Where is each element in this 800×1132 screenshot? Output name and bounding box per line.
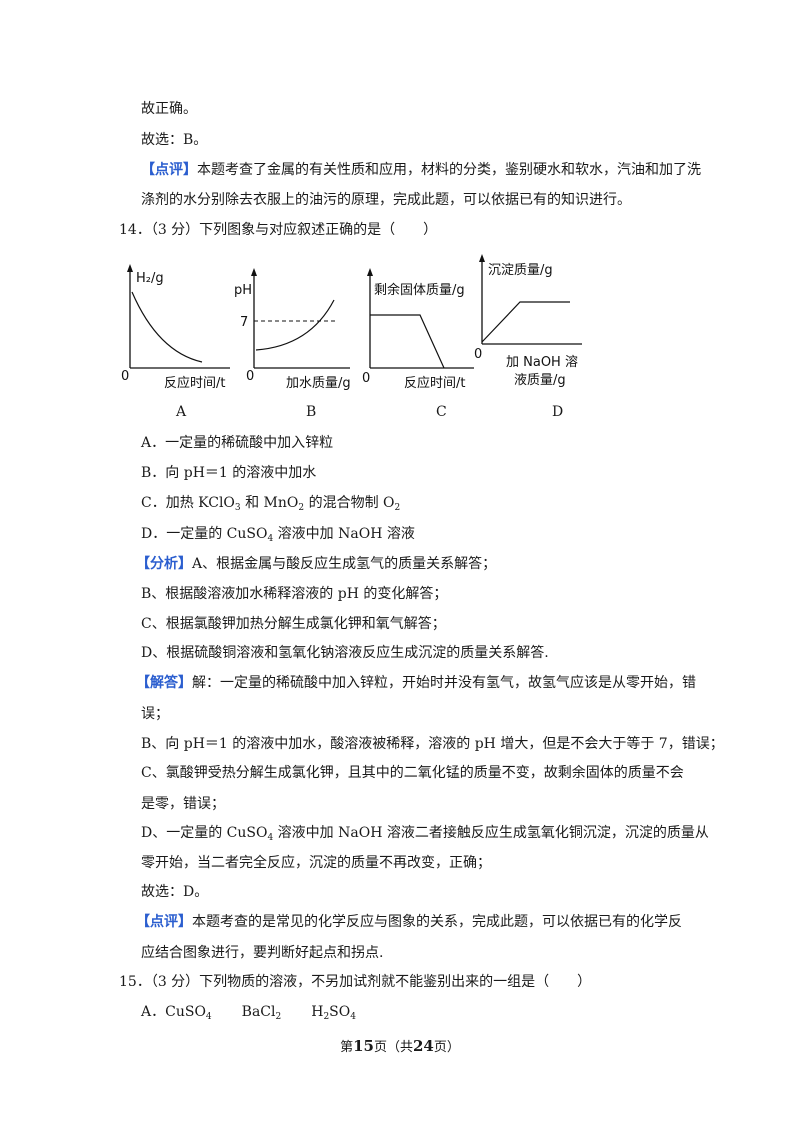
review-line: 【点评】本题考查了金属的有关性质和应用，材料的分类，鉴别硬水和软水，汽油和加了洗 bbox=[141, 160, 701, 180]
x-axis-label-line2: 液质量/g bbox=[514, 373, 566, 388]
y-axis-label: 剩余固体质量/g bbox=[374, 282, 465, 298]
x-axis-label-line1: 加 NaOH 溶 bbox=[506, 355, 578, 370]
graph-caption-c: C bbox=[436, 404, 447, 420]
graph-caption-a: A bbox=[176, 404, 187, 420]
x-axis-label: 加水质量/g bbox=[286, 376, 351, 391]
graph-b: pH 7 0 加水质量/g bbox=[234, 268, 351, 391]
question-stem: 15．（3 分）下列物质的溶液，不另加试剂就不能鉴别出来的一组是（ ） bbox=[119, 974, 592, 990]
y-axis-label: H₂/g bbox=[136, 271, 164, 286]
answer-line: 是零，错误； bbox=[141, 796, 225, 812]
option-a: A．CuSO4 BaCl2 H2SO4 bbox=[141, 1004, 356, 1022]
answer-line: D、一定量的 CuSO4 溶液中加 NaOH 溶液二者接触反应生成氢氧化铜沉淀，… bbox=[141, 825, 709, 843]
graph-a: H₂/g 0 反应时间/t bbox=[121, 264, 230, 391]
review-text: 本题考查了金属的有关性质和应用，材料的分类，鉴别硬水和软水，汽油和加了洗 bbox=[197, 162, 701, 178]
x-axis-label: 反应时间/t bbox=[404, 375, 465, 391]
origin-label: 0 bbox=[246, 369, 254, 384]
page-number: 15 bbox=[353, 1037, 374, 1055]
graph-caption-d: D bbox=[552, 404, 564, 420]
x-axis-label: 反应时间/t bbox=[164, 375, 225, 391]
review-line: 【点评】本题考查的是常见的化学反应与图象的关系，完成此题，可以依据已有的化学反 bbox=[136, 914, 682, 930]
option-b: B．向 pH＝1 的溶液中加水 bbox=[141, 465, 317, 481]
answer-line: 误； bbox=[141, 706, 169, 722]
option-a: A．一定量的稀硫酸中加入锌粒 bbox=[141, 435, 334, 451]
graph-d: 沉淀质量/g 0 加 NaOH 溶 液质量/g bbox=[474, 254, 582, 388]
curve-b bbox=[255, 299, 335, 351]
answer-line: 零开始，当二者完全反应，沉淀的质量不再改变，正确； bbox=[141, 855, 491, 871]
page-footer: 第15页（共24页） bbox=[340, 1037, 460, 1055]
option-d: D．一定量的 CuSO4 溶液中加 NaOH 溶液 bbox=[141, 526, 415, 544]
review-tag: 【点评】 bbox=[136, 914, 192, 930]
curve-d bbox=[481, 301, 570, 343]
text-line: 故选：B。 bbox=[141, 132, 208, 148]
text-line: 涤剂的水分别除去衣服上的油污的原理，完成此题，可以依据已有的知识进行。 bbox=[141, 192, 631, 208]
analysis-line: 【分析】A、根据金属与酸反应生成氢气的质量关系解答； bbox=[136, 556, 497, 572]
curve-c bbox=[370, 314, 445, 369]
answer-line: C、氯酸钾受热分解生成氯化钾，且其中的二氧化锰的质量不变，故剩余固体的质量不会 bbox=[141, 765, 684, 781]
analysis-line: C、根据氯酸钾加热分解生成氯化钾和氧气解答； bbox=[141, 616, 446, 632]
answer-line: 故选：D。 bbox=[141, 884, 209, 900]
review-tag: 【点评】 bbox=[141, 162, 197, 178]
analysis-line: D、根据硫酸铜溶液和氢氧化钠溶液反应生成沉淀的质量关系解答. bbox=[141, 645, 549, 661]
graph-c: 剩余固体质量/g 0 反应时间/t bbox=[362, 268, 474, 391]
y-axis-label: 沉淀质量/g bbox=[488, 263, 553, 278]
answer-line: 【解答】解：一定量的稀硫酸中加入锌粒，开始时并没有氢气，故氢气应该是从零开始，错 bbox=[136, 675, 696, 691]
origin-label: 0 bbox=[474, 347, 482, 362]
option-c: C．加热 KClO3 和 MnO2 的混合物制 O2 bbox=[141, 495, 401, 513]
tick-label: 7 bbox=[240, 315, 248, 330]
origin-label: 0 bbox=[121, 369, 129, 384]
y-axis-label: pH bbox=[234, 283, 252, 298]
review-line: 应结合图象进行，要判断好起点和拐点. bbox=[141, 945, 384, 961]
origin-label: 0 bbox=[362, 371, 370, 386]
curve-a bbox=[131, 291, 203, 363]
graph-caption-b: B bbox=[306, 404, 317, 420]
answer-line: B、向 pH＝1 的溶液中加水，酸溶液被稀释，溶液的 pH 增大，但是不会大于等… bbox=[141, 736, 724, 752]
analysis-tag: 【分析】 bbox=[136, 556, 192, 572]
question-stem: 14．（3 分）下列图象与对应叙述正确的是（ ） bbox=[119, 222, 438, 238]
analysis-line: B、根据酸溶液加水稀释溶液的 pH 的变化解答； bbox=[141, 586, 448, 602]
text-line: 故正确。 bbox=[141, 101, 197, 117]
page-total: 24 bbox=[413, 1037, 434, 1055]
answer-tag: 【解答】 bbox=[136, 675, 192, 691]
